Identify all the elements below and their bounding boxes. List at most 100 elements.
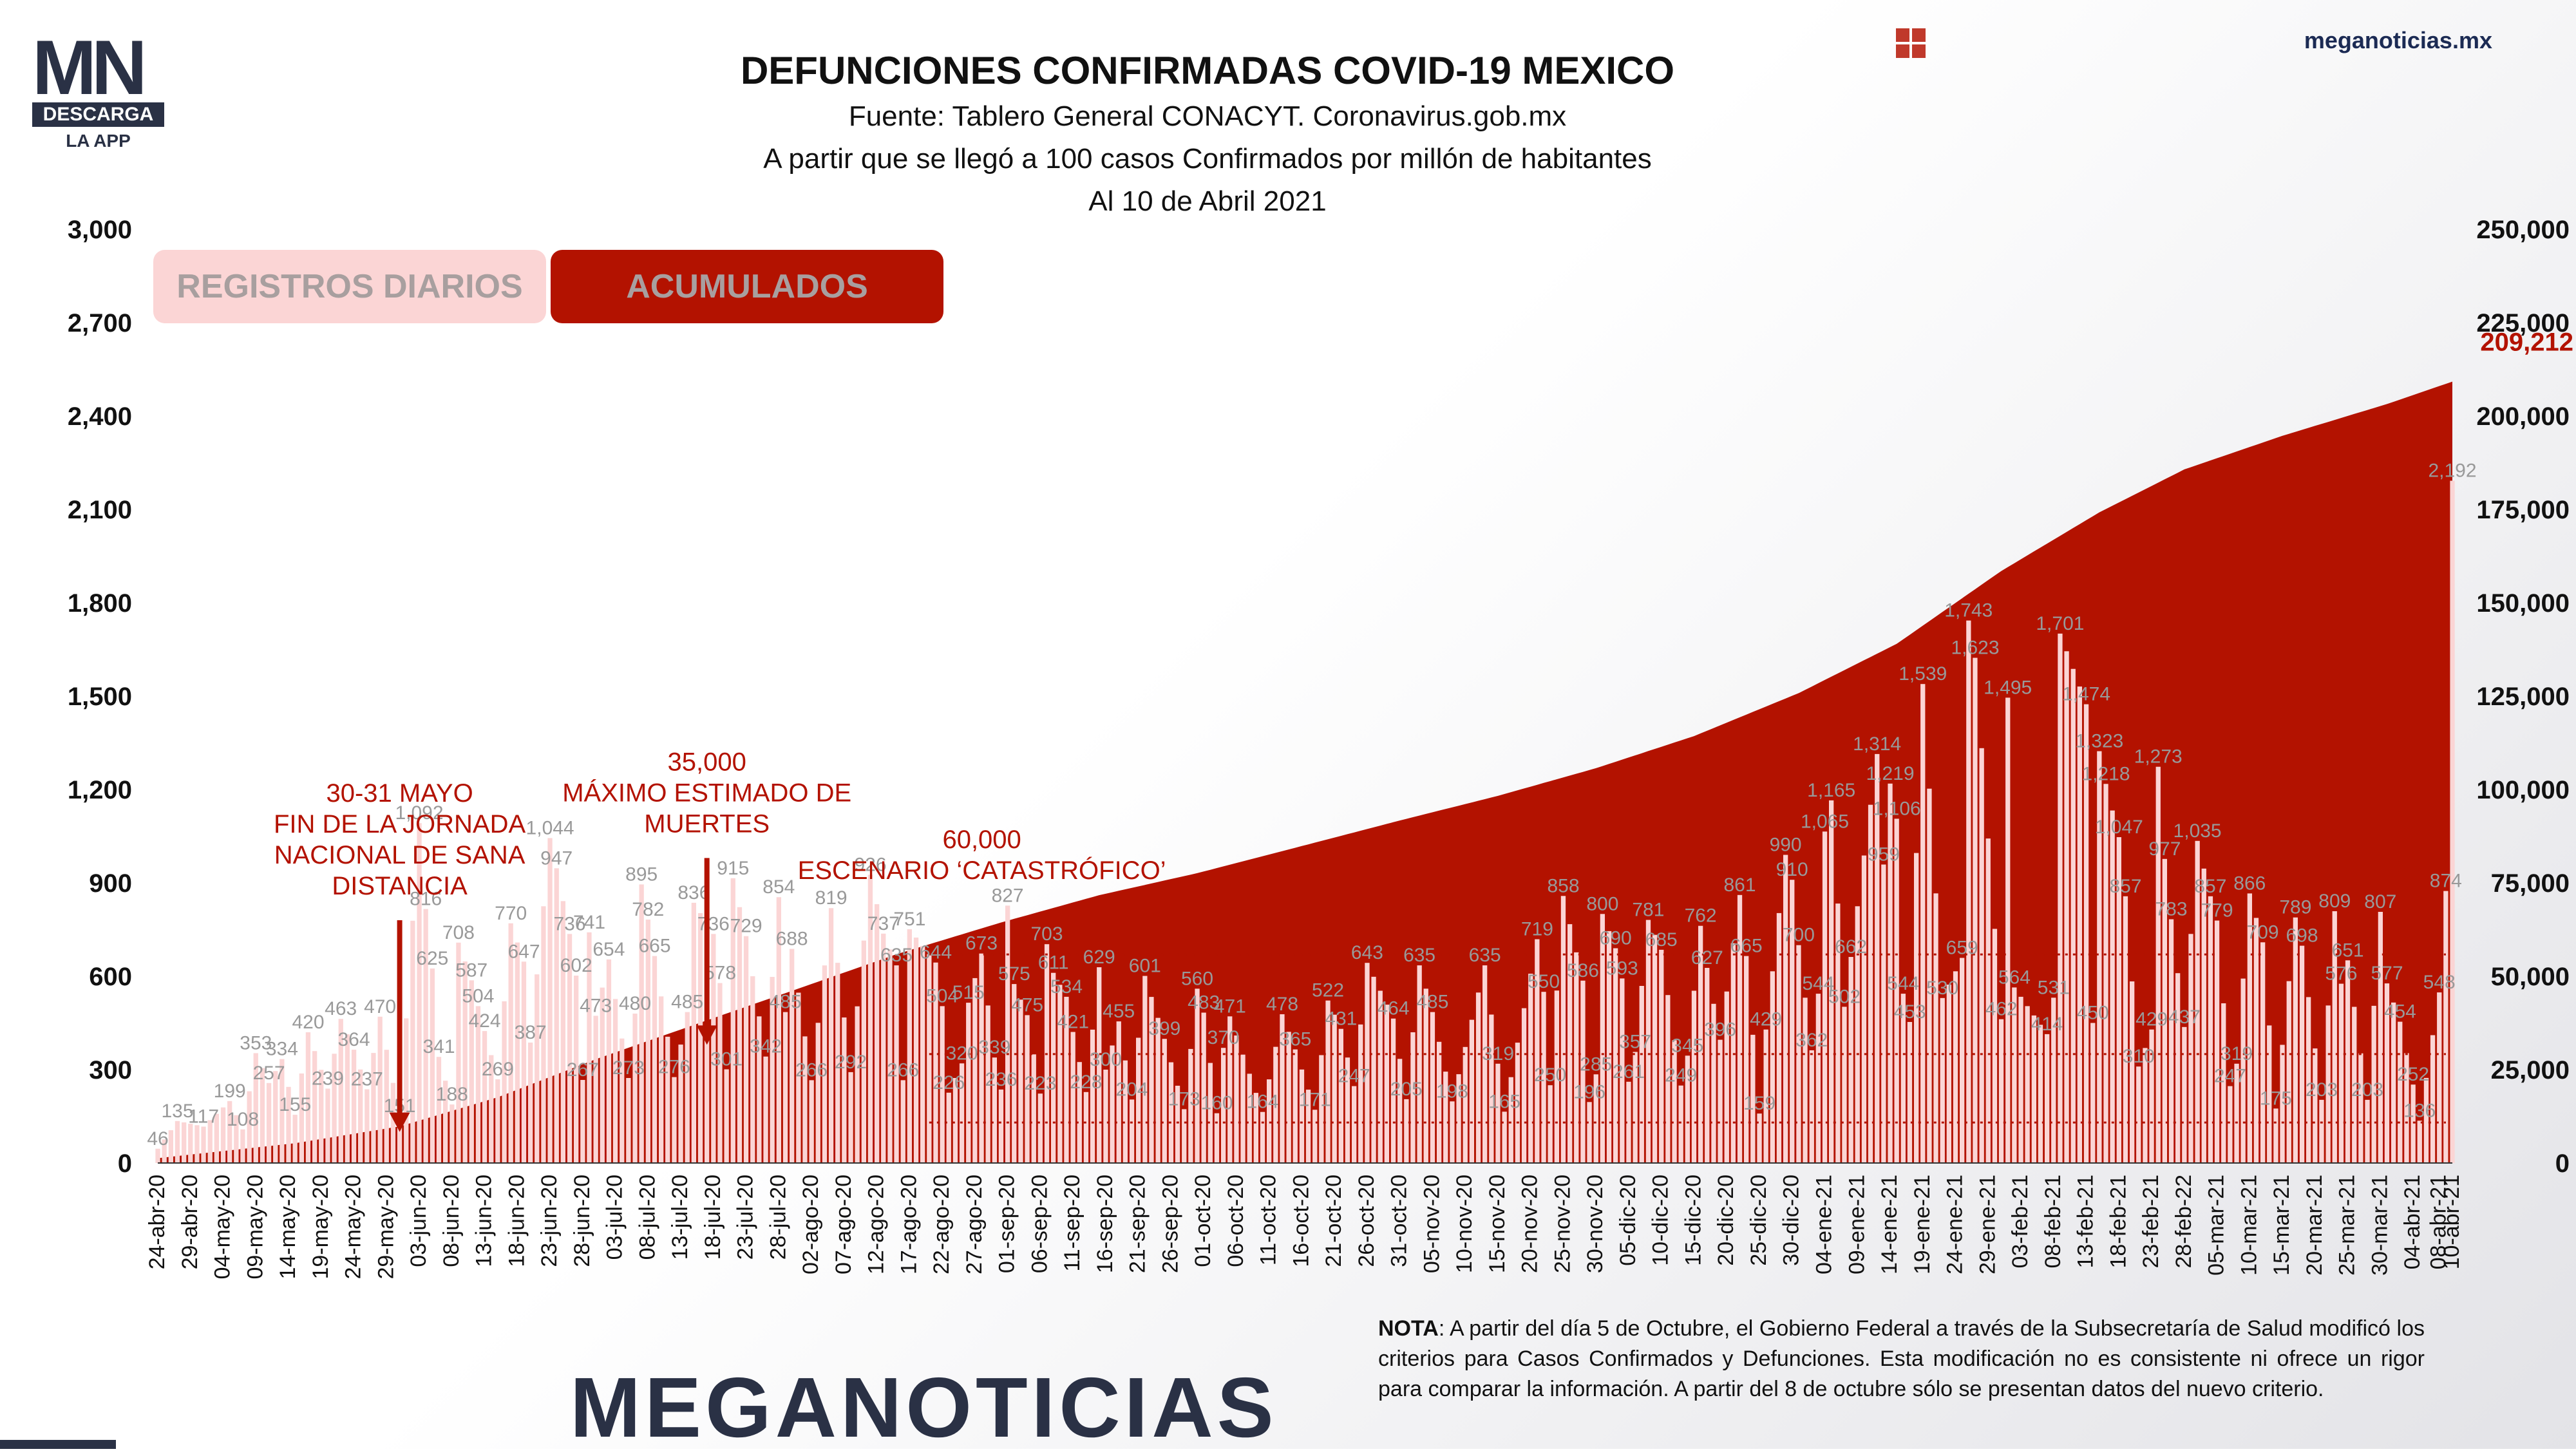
- daily-bar: [2070, 668, 2076, 1163]
- daily-bar: [240, 1129, 245, 1163]
- daily-bar: [554, 868, 559, 1163]
- daily-bar: [1489, 1014, 1494, 1163]
- app-logo[interactable]: MN DESCARGA LA APP: [32, 29, 164, 151]
- daily-bar: [580, 1080, 585, 1163]
- tab-daily-registers[interactable]: REGISTROS DIARIOS: [153, 250, 546, 323]
- daily-value-label: 1,623: [1951, 638, 1999, 659]
- daily-bar: [436, 1057, 442, 1163]
- daily-bar: [1528, 974, 1533, 1163]
- daily-bar: [1587, 1102, 1592, 1163]
- daily-bar: [1920, 684, 1926, 1163]
- final-cumulative-label: 209,212: [2480, 328, 2573, 357]
- daily-value-label: 267: [567, 1059, 599, 1081]
- daily-bar: [2299, 945, 2305, 1163]
- daily-bar: [1744, 956, 1749, 1163]
- daily-bar: [1521, 1008, 1527, 1163]
- daily-bar: [711, 934, 716, 1163]
- daily-bar: [2051, 997, 2056, 1163]
- daily-bar: [535, 974, 540, 1163]
- daily-bar: [220, 1107, 226, 1163]
- daily-bar: [1757, 1113, 1762, 1163]
- daily-bar: [175, 1120, 180, 1164]
- annotation-arrow-head: [696, 1025, 717, 1045]
- daily-value-label: 703: [1030, 923, 1063, 945]
- daily-bar: [587, 932, 592, 1163]
- daily-value-label: 770: [495, 903, 527, 924]
- daily-value-label: 1,539: [1899, 663, 1947, 685]
- daily-bar: [182, 1122, 187, 1163]
- daily-bar: [887, 949, 893, 1163]
- daily-bar: [417, 823, 422, 1163]
- daily-value-label: 698: [2286, 925, 2318, 947]
- daily-value-label: 203: [2306, 1079, 2338, 1101]
- y-left-tick-label: 2,400: [68, 402, 132, 431]
- daily-bar: [1652, 934, 1658, 1163]
- daily-value-label: 226: [933, 1072, 965, 1093]
- x-tick-label: 19-may-20: [308, 1175, 333, 1280]
- daily-bar: [194, 1125, 200, 1163]
- daily-value-label: 171: [1299, 1089, 1331, 1110]
- daily-bar: [1345, 1057, 1350, 1163]
- daily-bar: [201, 1126, 206, 1163]
- daily-bar: [1868, 804, 1873, 1163]
- daily-bar: [1319, 1055, 1324, 1163]
- daily-bar: [1384, 1005, 1389, 1163]
- x-tick-label: 24-abr-20: [145, 1175, 169, 1269]
- daily-value-label: 421: [1057, 1012, 1089, 1033]
- daily-bar: [1855, 906, 1860, 1164]
- daily-bar: [1633, 1052, 1638, 1163]
- daily-bar: [1815, 994, 1821, 1163]
- daily-bar: [972, 978, 978, 1163]
- y-right-tick-label: 25,000: [2491, 1056, 2570, 1084]
- x-tick-label: 11-sep-20: [1060, 1175, 1084, 1272]
- daily-value-label: 564: [1998, 967, 2031, 988]
- logo-download-label: DESCARGA: [32, 102, 164, 127]
- daily-value-label: 662: [1835, 936, 1867, 958]
- daily-value-label: 1,165: [1807, 780, 1855, 801]
- daily-bar: [1665, 995, 1671, 1163]
- daily-value-label: 719: [1521, 919, 1553, 940]
- daily-bar: [822, 965, 828, 1163]
- daily-bar: [2338, 983, 2344, 1163]
- daily-bar: [966, 1003, 971, 1163]
- daily-bar: [1940, 997, 1945, 1163]
- daily-bar: [1273, 1046, 1278, 1163]
- daily-value-label: 236: [985, 1069, 1017, 1090]
- daily-bar: [1626, 1081, 1631, 1163]
- y-right-tick-label: 225,000: [2476, 309, 2570, 337]
- x-tick-label: 12-ago-20: [864, 1175, 889, 1274]
- daily-bar: [763, 1056, 768, 1163]
- annotation-text: 35,000: [668, 748, 746, 776]
- daily-bar: [842, 1017, 847, 1163]
- tab-cumulative[interactable]: ACUMULADOS: [551, 250, 943, 323]
- daily-bar: [1600, 914, 1605, 1163]
- daily-bar: [1809, 1050, 1814, 1163]
- daily-bar: [606, 959, 612, 1163]
- daily-bar: [365, 1089, 370, 1163]
- daily-value-label: 249: [1665, 1065, 1697, 1086]
- x-tick-label: 20-dic-20: [1714, 1175, 1738, 1266]
- daily-value-label: 1,044: [526, 817, 574, 838]
- daily-bar: [2064, 651, 2069, 1163]
- daily-bar: [1861, 855, 1867, 1163]
- y-right-tick-label: 125,000: [2476, 683, 2570, 711]
- daily-value-label: 364: [337, 1029, 370, 1050]
- daily-bar: [1580, 980, 1586, 1163]
- daily-bar: [940, 1006, 945, 1163]
- daily-bar: [214, 1113, 219, 1163]
- daily-bar: [2378, 912, 2383, 1163]
- daily-bar: [1025, 1015, 1030, 1163]
- daily-value-label: 175: [2260, 1088, 2292, 1109]
- daily-bar: [2031, 1015, 2036, 1163]
- x-tick-label: 15-nov-20: [1485, 1175, 1510, 1273]
- annotation-text: ESCENARIO ‘CATASTRÓFICO’: [798, 856, 1166, 885]
- daily-value-label: 485: [1416, 992, 1448, 1013]
- daily-bar: [776, 897, 781, 1163]
- daily-value-label: 276: [658, 1057, 690, 1078]
- daily-bar: [724, 1069, 729, 1163]
- daily-bar: [678, 1045, 683, 1163]
- daily-bar: [927, 954, 932, 1163]
- daily-bar: [1155, 1017, 1160, 1163]
- daily-bar: [1685, 1055, 1690, 1164]
- site-url[interactable]: meganoticias.mx: [2304, 27, 2492, 53]
